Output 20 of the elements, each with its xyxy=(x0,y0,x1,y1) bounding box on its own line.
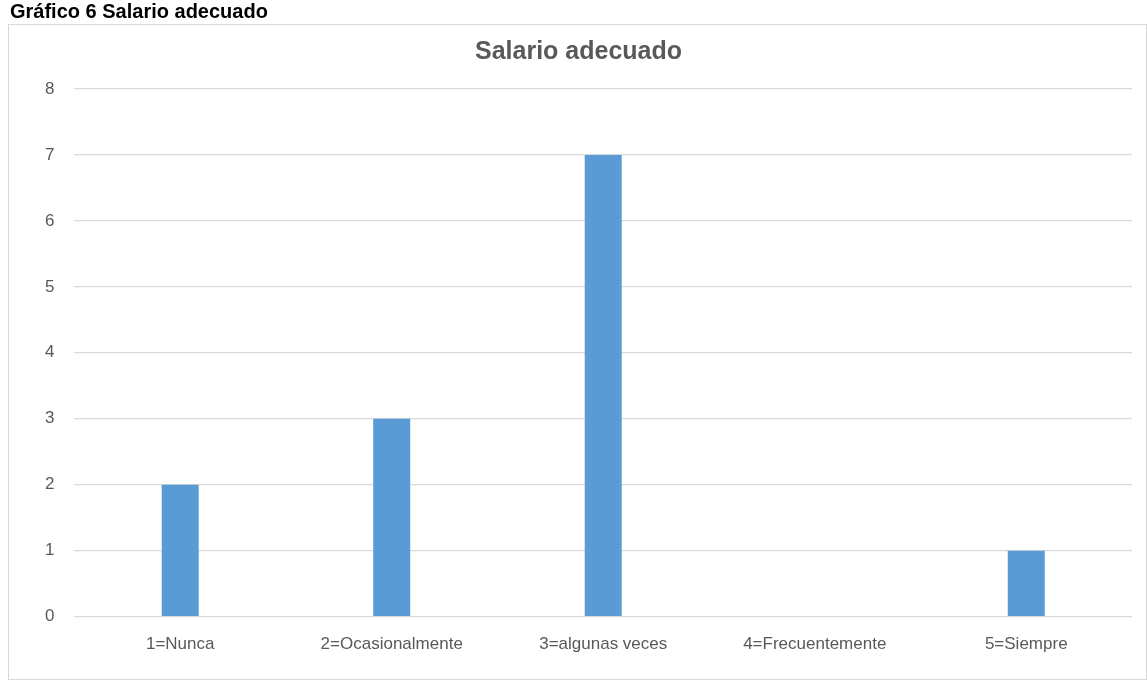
y-tick-label: 4 xyxy=(44,342,55,362)
x-tick-label: 1=Nunca xyxy=(145,634,216,654)
y-tick-label: 1 xyxy=(44,540,55,560)
text: Gráfico 6 Salario adecuado xyxy=(10,0,268,23)
x-tick-label: 4=Frecuentemente xyxy=(743,634,887,654)
x-tick-label: 5=Siempre xyxy=(984,634,1068,654)
y-tick-label: 3 xyxy=(44,408,55,428)
bar xyxy=(161,484,199,616)
y-tick-label: 8 xyxy=(44,78,55,98)
y-tick-label: 2 xyxy=(44,474,55,494)
bar xyxy=(373,418,411,616)
x-tick-label: 2=Ocasionalmente xyxy=(320,634,463,654)
bar xyxy=(1007,550,1045,616)
y-tick-label: 5 xyxy=(44,276,55,296)
y-tick-label: 7 xyxy=(44,144,55,164)
y-tick-label: 6 xyxy=(44,210,55,230)
chart-title: Salario adecuado xyxy=(474,35,683,64)
bar xyxy=(584,154,622,616)
x-tick-label: 3=algunas veces xyxy=(539,634,668,654)
y-tick-label: 0 xyxy=(44,606,55,626)
